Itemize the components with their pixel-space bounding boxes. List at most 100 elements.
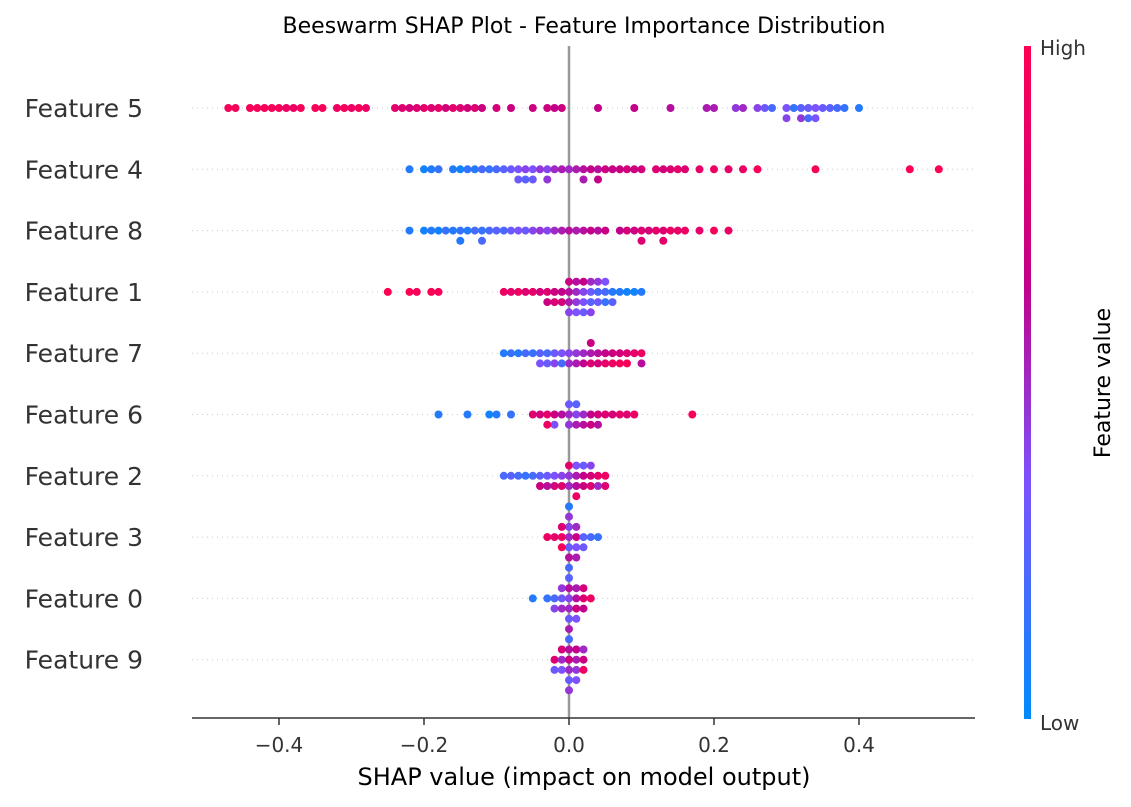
shap-point-feature-7-5 <box>536 349 544 358</box>
shap-point-feature-3-8 <box>572 543 581 552</box>
shap-point-feature-4-0 <box>405 165 414 174</box>
shap-point-feature-1-36 <box>572 277 581 286</box>
shap-point-feature-4-5 <box>456 165 465 174</box>
shap-point-feature-8-16 <box>528 226 537 235</box>
shap-point-feature-1-33 <box>579 277 588 286</box>
shap-point-feature-1-44 <box>608 298 617 307</box>
shap-point-feature-2-24 <box>579 461 588 470</box>
shap-point-feature-7-27 <box>565 359 573 368</box>
shap-point-feature-2-19 <box>601 482 610 490</box>
shap-point-feature-1-37 <box>550 298 559 307</box>
shap-point-feature-4-4 <box>449 165 457 174</box>
shap-point-feature-1-11 <box>543 287 552 296</box>
shap-point-feature-1-41 <box>572 308 581 317</box>
shap-point-feature-8-41 <box>478 236 486 245</box>
shap-point-feature-9-6 <box>572 665 581 674</box>
shap-point-feature-5-12 <box>333 104 341 112</box>
shap-point-feature-5-23 <box>434 104 443 112</box>
shap-point-feature-1-2 <box>412 287 421 296</box>
shap-point-feature-4-34 <box>673 165 682 174</box>
shap-point-feature-7-9 <box>565 349 573 358</box>
shap-point-feature-4-47 <box>594 175 602 184</box>
shap-point-feature-2-29 <box>572 492 581 501</box>
shap-point-feature-7-22 <box>601 359 610 368</box>
shap-point-feature-1-40 <box>586 308 595 317</box>
shap-point-feature-9-12 <box>579 665 588 674</box>
shap-point-feature-0-11 <box>557 604 566 613</box>
shap-point-feature-0-13 <box>572 584 581 593</box>
shap-point-feature-6-23 <box>630 410 639 419</box>
shap-point-feature-1-23 <box>594 298 602 307</box>
shap-point-feature-6-6 <box>536 410 544 419</box>
shap-point-feature-8-29 <box>630 226 639 235</box>
shap-point-feature-0-7 <box>572 604 581 613</box>
shap-point-feature-5-53 <box>833 104 842 112</box>
shap-point-feature-3-9 <box>579 533 588 542</box>
shap-point-feature-4-31 <box>652 165 660 174</box>
shap-point-feature-0-1 <box>543 594 552 603</box>
shap-point-feature-8-8 <box>470 226 479 235</box>
shap-point-feature-6-13 <box>572 420 581 429</box>
x-tick-label: 0.4 <box>843 733 875 757</box>
shap-point-feature-5-28 <box>470 104 479 112</box>
shap-point-feature-9-5 <box>572 655 581 664</box>
shap-point-feature-8-37 <box>695 226 704 235</box>
shap-point-feature-4-48 <box>514 175 523 184</box>
shap-point-feature-2-27 <box>536 482 544 490</box>
shap-point-feature-9-17 <box>550 665 559 674</box>
shap-point-feature-5-9 <box>296 104 305 112</box>
shap-point-feature-8-7 <box>463 226 472 235</box>
shap-point-feature-7-2 <box>514 349 523 358</box>
shap-point-feature-4-13 <box>514 165 523 174</box>
shap-point-feature-4-45 <box>521 175 530 184</box>
shap-point-feature-7-25 <box>536 359 544 368</box>
shap-point-feature-4-25 <box>601 165 610 174</box>
shap-point-feature-6-1 <box>463 410 472 419</box>
shap-point-feature-4-10 <box>492 165 501 174</box>
shap-point-feature-6-26 <box>565 400 573 409</box>
shap-point-feature-2-26 <box>543 482 552 490</box>
colorbar-axis-label: Feature value <box>1091 308 1116 458</box>
shap-point-feature-7-12 <box>586 349 595 358</box>
shap-point-feature-8-27 <box>615 226 624 235</box>
feature-rows: Feature 5 Feature 4 Feature 8 Feature 1 Feat… <box>25 94 975 675</box>
shap-point-feature-5-13 <box>340 104 349 112</box>
shap-point-feature-4-26 <box>608 165 617 174</box>
shap-point-feature-4-19 <box>557 165 566 174</box>
shap-point-feature-7-10 <box>572 349 581 358</box>
shap-point-feature-6-18 <box>594 410 602 419</box>
x-tick-label: −0.2 <box>400 733 449 757</box>
shap-point-feature-2-12 <box>572 482 581 490</box>
shap-point-feature-5-24 <box>441 104 450 112</box>
shap-point-feature-8-24 <box>586 226 595 235</box>
shap-point-feature-8-23 <box>579 226 588 235</box>
shap-point-feature-1-7 <box>514 287 523 296</box>
shap-point-feature-8-11 <box>492 226 501 235</box>
shap-point-feature-7-33 <box>586 339 595 347</box>
feature-label-feature-5: Feature 5 <box>25 94 143 123</box>
feature-label-feature-2: Feature 2 <box>25 462 143 491</box>
shap-point-feature-8-31 <box>644 226 653 235</box>
shap-point-feature-8-38 <box>710 226 718 235</box>
shap-point-feature-4-8 <box>478 165 486 174</box>
shap-point-feature-7-3 <box>521 349 530 358</box>
shap-point-feature-2-25 <box>586 461 595 470</box>
shap-point-feature-8-39 <box>724 226 733 235</box>
shap-point-feature-1-5 <box>499 287 508 296</box>
shap-point-feature-9-15 <box>572 676 581 685</box>
shap-point-feature-8-22 <box>572 226 581 235</box>
shap-point-feature-7-13 <box>594 349 602 358</box>
shap-point-feature-3-0 <box>543 533 552 542</box>
shap-point-feature-2-13 <box>579 471 588 480</box>
shap-point-feature-8-19 <box>550 226 559 235</box>
shap-point-feature-2-22 <box>565 461 573 470</box>
shap-point-feature-2-1 <box>507 471 515 480</box>
shap-point-feature-9-1 <box>557 655 566 664</box>
shap-point-feature-7-0 <box>499 349 508 358</box>
shap-point-feature-0-17 <box>572 614 581 623</box>
shap-point-feature-5-31 <box>507 104 515 112</box>
shap-point-feature-5-3 <box>253 104 262 112</box>
shap-point-feature-3-11 <box>594 533 602 542</box>
shap-point-feature-1-39 <box>579 308 588 317</box>
